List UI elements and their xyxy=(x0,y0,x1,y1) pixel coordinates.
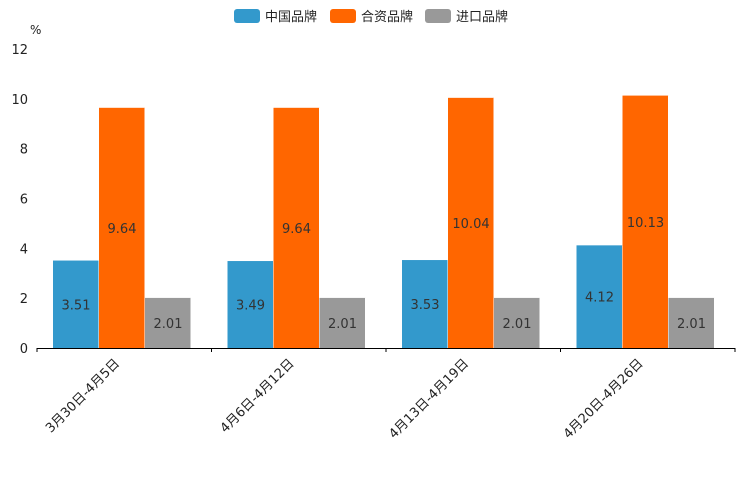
y-tick-label: 8 xyxy=(20,143,28,158)
bar xyxy=(227,261,274,348)
y-tick-label: 0 xyxy=(20,342,28,357)
legend-item[interactable]: 进口品牌 xyxy=(425,9,508,25)
bar-value-label: 2.01 xyxy=(154,317,183,332)
legend-label: 合资品牌 xyxy=(361,9,413,25)
legend-label: 中国品牌 xyxy=(265,9,317,25)
legend-swatch xyxy=(330,9,356,23)
bar-value-label: 9.64 xyxy=(282,222,311,237)
legend-item[interactable]: 中国品牌 xyxy=(234,9,317,25)
bar-value-label: 3.51 xyxy=(62,298,91,313)
legend-label: 进口品牌 xyxy=(456,9,508,25)
bar xyxy=(622,95,669,348)
bar-value-label: 4.12 xyxy=(585,291,614,306)
y-axis: 0 2 4 6 8 10 12 xyxy=(11,43,28,357)
y-tick-label: 10 xyxy=(11,93,28,108)
bar xyxy=(319,297,366,348)
bar xyxy=(273,107,320,348)
bar-value-label: 3.53 xyxy=(411,298,440,313)
bar xyxy=(53,260,99,348)
y-tick-label: 2 xyxy=(20,292,28,307)
legend-swatch xyxy=(234,9,260,23)
bar xyxy=(576,245,623,348)
bar-value-label: 2.01 xyxy=(503,317,532,332)
bar-value-label: 3.49 xyxy=(236,299,265,314)
bar xyxy=(668,297,715,348)
x-tick-label: 4月20日-4月26日 xyxy=(561,356,647,442)
bar-value-label: 10.13 xyxy=(627,216,664,231)
legend: 中国品牌 合资品牌 进口品牌 xyxy=(234,9,508,25)
bar-value-label: 2.01 xyxy=(677,317,706,332)
x-tick-label: 4月13日-4月19日 xyxy=(386,356,472,442)
bar xyxy=(494,297,540,348)
legend-item[interactable]: 合资品牌 xyxy=(330,9,413,25)
bar-value-label: 2.01 xyxy=(328,317,357,332)
bar-value-label: 10.04 xyxy=(452,217,489,232)
bar xyxy=(145,297,191,348)
y-tick-label: 4 xyxy=(20,242,28,257)
bar-value-label: 9.64 xyxy=(108,222,137,237)
bar xyxy=(448,97,494,348)
y-axis-unit-label: % xyxy=(30,23,41,37)
x-axis: 3月30日-4月5日 4月6日-4月12日 4月13日-4月19日 4月20日-4月2… xyxy=(36,348,736,442)
y-tick-label: 12 xyxy=(11,43,28,58)
x-tick-label: 3月30日-4月5日 xyxy=(43,356,123,436)
y-tick-label: 6 xyxy=(20,193,28,208)
bars: 3.51 9.64 2.01 3.49 9.64 2.01 3.53 10.04 2.01 4.1… xyxy=(53,95,715,348)
bar xyxy=(99,107,145,348)
x-tick-label: 4月6日-4月12日 xyxy=(218,356,298,436)
legend-swatch xyxy=(425,9,451,23)
bar xyxy=(402,260,448,348)
